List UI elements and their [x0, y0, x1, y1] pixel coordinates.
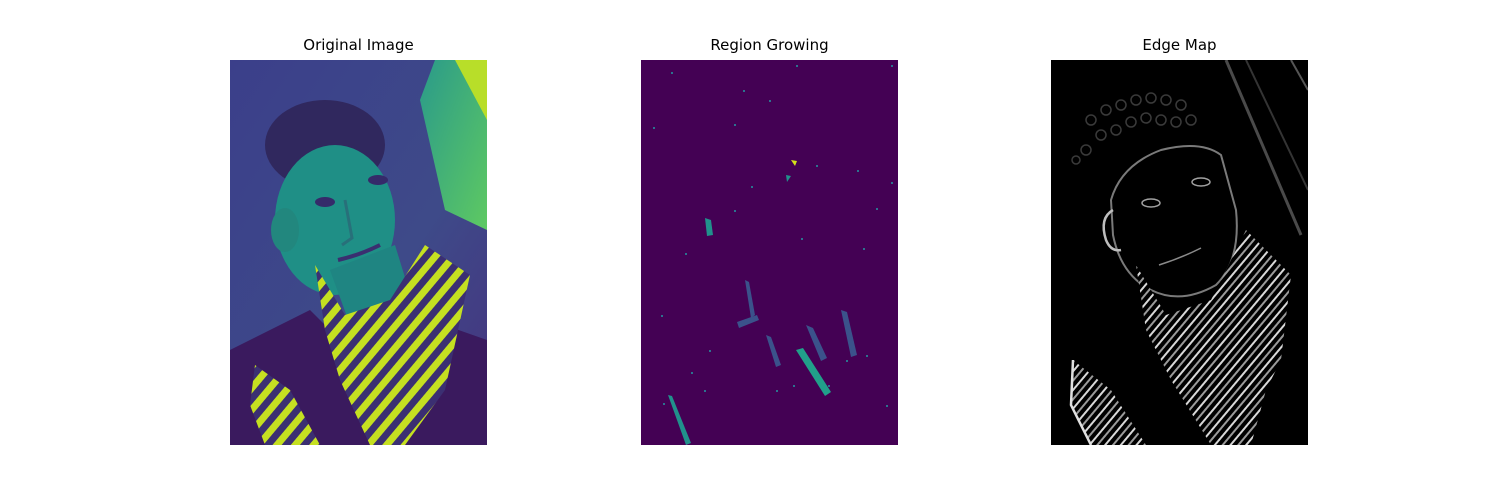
edge-map-image	[1051, 60, 1308, 445]
original-image	[230, 60, 487, 445]
panel-region-growing: Region Growing	[641, 0, 898, 500]
panel-title-original: Original Image	[303, 36, 414, 54]
region-growing-image	[641, 60, 898, 445]
panel-title-region-growing: Region Growing	[710, 36, 829, 54]
panel-title-edge-map: Edge Map	[1142, 36, 1217, 54]
panel-edge-map: Edge Map	[1051, 0, 1308, 500]
panel-original: Original Image	[230, 0, 487, 500]
